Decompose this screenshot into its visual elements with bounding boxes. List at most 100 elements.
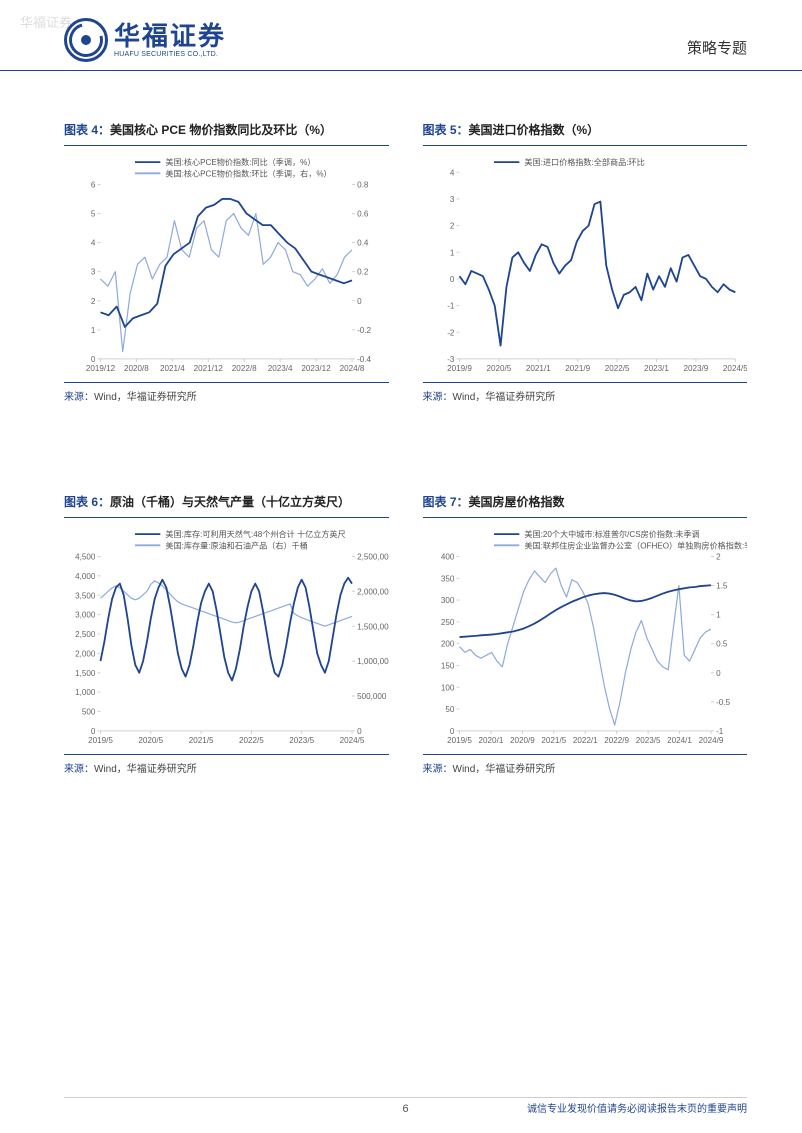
svg-text:-0.2: -0.2 — [357, 326, 371, 335]
svg-text:2023/5: 2023/5 — [289, 736, 314, 745]
svg-text:美国:联邦住房企业监督办公室（OFHEO）单独购房价格指数:: 美国:联邦住房企业监督办公室（OFHEO）单独购房价格指数:季调:环比（右） — [524, 540, 747, 550]
svg-text:2022/1: 2022/1 — [572, 736, 597, 745]
svg-text:0: 0 — [91, 355, 96, 364]
svg-text:2022/5: 2022/5 — [239, 736, 264, 745]
svg-text:0.2: 0.2 — [357, 268, 369, 277]
chart-6-block: 图表 6：原油（千桶）与天然气产量（十亿立方英尺） 05001,0001,500… — [64, 493, 389, 775]
svg-text:2019/12: 2019/12 — [86, 364, 116, 373]
svg-text:1: 1 — [716, 611, 721, 620]
svg-text:2,500,000: 2,500,000 — [357, 552, 388, 561]
svg-text:-0.4: -0.4 — [357, 355, 371, 364]
svg-text:2,000: 2,000 — [75, 649, 96, 658]
svg-text:美国:核心PCE物价指数:环比（季调，右，%）: 美国:核心PCE物价指数:环比（季调，右，%） — [165, 168, 331, 178]
svg-text:1,500: 1,500 — [75, 669, 96, 678]
svg-text:2024/1: 2024/1 — [667, 736, 692, 745]
svg-text:2022/5: 2022/5 — [604, 364, 629, 373]
footer-note: 诚信专业发现价值请务必阅读报告末页的重要声明 — [527, 1100, 747, 1115]
svg-text:2022/9: 2022/9 — [604, 736, 629, 745]
svg-text:2020/5: 2020/5 — [138, 736, 163, 745]
svg-text:2,000,000: 2,000,000 — [357, 587, 388, 596]
svg-text:3: 3 — [91, 268, 96, 277]
chart-4-svg: 0123456-0.4-0.200.20.40.60.82019/122020/… — [64, 152, 389, 385]
svg-text:-2: -2 — [447, 328, 455, 337]
svg-text:2024/8: 2024/8 — [340, 364, 365, 373]
page-header: 华福证券 HUAFU SECURITIES CO.,LTD. 策略专题 — [0, 0, 802, 71]
svg-text:400: 400 — [440, 552, 454, 561]
chart-5-svg: -3-2-1012342019/92020/52021/12021/92022/… — [423, 152, 748, 385]
svg-text:500: 500 — [82, 708, 96, 717]
svg-text:6: 6 — [91, 180, 96, 189]
chart-4-title: 图表 4：美国核心 PCE 物价指数同比及环比（%） — [64, 121, 389, 146]
svg-text:0.8: 0.8 — [357, 180, 369, 189]
svg-text:-3: -3 — [447, 355, 455, 364]
svg-text:1: 1 — [91, 326, 96, 335]
svg-text:4,500: 4,500 — [75, 552, 96, 561]
svg-text:350: 350 — [440, 574, 454, 583]
svg-text:2: 2 — [449, 222, 454, 231]
svg-text:1,500,000: 1,500,000 — [357, 622, 388, 631]
svg-text:2022/8: 2022/8 — [232, 364, 257, 373]
chart-4-block: 图表 4：美国核心 PCE 物价指数同比及环比（%） 0123456-0.4-0… — [64, 121, 389, 403]
chart-5-block: 图表 5：美国进口价格指数（%） -3-2-1012342019/92020/5… — [423, 121, 748, 403]
svg-text:2024/5: 2024/5 — [340, 736, 365, 745]
logo: 华福证券 HUAFU SECURITIES CO.,LTD. — [64, 18, 226, 62]
svg-text:0.4: 0.4 — [357, 239, 369, 248]
svg-text:3: 3 — [449, 195, 454, 204]
svg-text:2023/5: 2023/5 — [635, 736, 660, 745]
chart-5-title: 图表 5：美国进口价格指数（%） — [423, 121, 748, 146]
svg-text:0.6: 0.6 — [357, 210, 369, 219]
svg-text:2: 2 — [716, 552, 721, 561]
svg-text:-1: -1 — [716, 727, 724, 736]
logo-en: HUAFU SECURITIES CO.,LTD. — [114, 51, 226, 58]
chart-6-svg: 05001,0001,5002,0002,5003,0003,5004,0004… — [64, 524, 389, 757]
svg-text:-1: -1 — [447, 302, 455, 311]
svg-text:2023/9: 2023/9 — [683, 364, 708, 373]
svg-text:2020/8: 2020/8 — [124, 364, 149, 373]
svg-text:250: 250 — [440, 618, 454, 627]
svg-text:500,000: 500,000 — [357, 692, 387, 701]
svg-text:美国:库存:可利用天然气:48个州合计 十亿立方英尺: 美国:库存:可利用天然气:48个州合计 十亿立方英尺 — [165, 529, 345, 539]
svg-text:0: 0 — [357, 727, 362, 736]
svg-text:2020/5: 2020/5 — [486, 364, 511, 373]
svg-text:2023/12: 2023/12 — [301, 364, 331, 373]
svg-text:150: 150 — [440, 662, 454, 671]
svg-text:2019/5: 2019/5 — [88, 736, 113, 745]
svg-text:2020/1: 2020/1 — [478, 736, 503, 745]
svg-text:2021/5: 2021/5 — [541, 736, 566, 745]
svg-text:5: 5 — [91, 210, 96, 219]
doc-type: 策略专题 — [687, 37, 747, 62]
svg-text:美国:进口价格指数:全部商品:环比: 美国:进口价格指数:全部商品:环比 — [524, 157, 644, 167]
svg-text:0: 0 — [357, 297, 362, 306]
svg-text:2,500: 2,500 — [75, 630, 96, 639]
svg-text:3,500: 3,500 — [75, 591, 96, 600]
chart-7-svg: 050100150200250300350400-1-0.500.511.522… — [423, 524, 748, 757]
svg-text:-0.5: -0.5 — [716, 698, 730, 707]
svg-text:100: 100 — [440, 683, 454, 692]
svg-text:50: 50 — [445, 705, 455, 714]
svg-text:0: 0 — [716, 669, 721, 678]
svg-text:2019/5: 2019/5 — [447, 736, 472, 745]
svg-text:2023/1: 2023/1 — [644, 364, 669, 373]
chart-7-title: 图表 7：美国房屋价格指数 — [423, 493, 748, 518]
svg-text:2021/12: 2021/12 — [194, 364, 224, 373]
svg-text:美国:核心PCE物价指数:同比（季调，%）: 美国:核心PCE物价指数:同比（季调，%） — [165, 157, 315, 167]
svg-text:2: 2 — [91, 297, 96, 306]
svg-text:0: 0 — [449, 727, 454, 736]
svg-text:2019/9: 2019/9 — [447, 364, 472, 373]
page-number: 6 — [402, 1103, 408, 1115]
svg-text:2020/9: 2020/9 — [509, 736, 534, 745]
svg-text:1.5: 1.5 — [716, 582, 728, 591]
svg-text:0: 0 — [91, 727, 96, 736]
svg-text:美国:20个大中城市:标准普尔/CS房价指数:未季调: 美国:20个大中城市:标准普尔/CS房价指数:未季调 — [524, 529, 699, 539]
svg-text:200: 200 — [440, 640, 454, 649]
svg-text:1,000,000: 1,000,000 — [357, 657, 388, 666]
chart-6-title: 图表 6：原油（千桶）与天然气产量（十亿立方英尺） — [64, 493, 389, 518]
svg-text:4,000: 4,000 — [75, 572, 96, 581]
svg-text:4: 4 — [449, 168, 454, 177]
svg-text:2023/4: 2023/4 — [268, 364, 293, 373]
svg-text:2021/9: 2021/9 — [565, 364, 590, 373]
svg-text:300: 300 — [440, 596, 454, 605]
logo-mark-icon — [64, 18, 108, 62]
svg-text:2024/5: 2024/5 — [722, 364, 747, 373]
svg-text:0: 0 — [449, 275, 454, 284]
